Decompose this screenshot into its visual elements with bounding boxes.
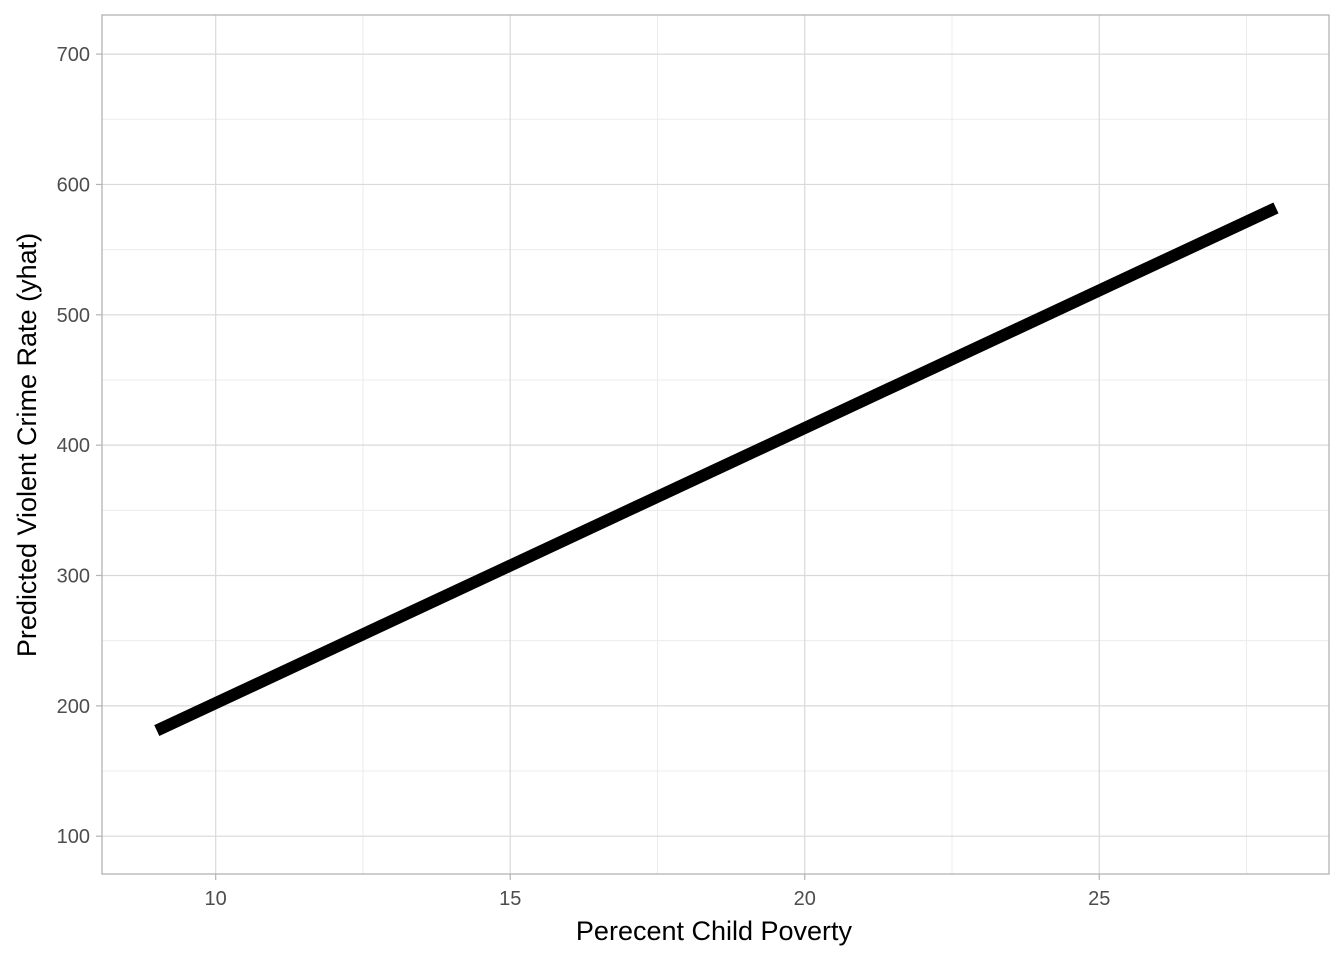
x-tick-label: 10: [205, 888, 227, 910]
x-tick-label: 20: [794, 888, 816, 910]
x-axis-tick-labels: 10 15 20 25: [205, 888, 1111, 910]
series-layer: [154, 202, 1279, 737]
y-tick-label: 700: [57, 44, 90, 66]
y-tick-label: 300: [57, 566, 90, 588]
y-axis-title: Predicted Violent Crime Rate (yhat): [12, 233, 42, 657]
major-gridlines: [102, 15, 1329, 874]
y-tick-label: 100: [57, 826, 90, 848]
minor-gridlines: [102, 15, 1329, 874]
y-tick-label: 600: [57, 174, 90, 196]
x-axis-ticks: [215, 874, 1100, 880]
panel-border: [101, 14, 1330, 875]
x-axis-title: Perecent Child Poverty: [576, 916, 853, 946]
series-line-yhat: [154, 202, 1279, 737]
y-axis-tick-labels: 100 200 300 400 500 600 700: [57, 44, 90, 848]
x-tick-label: 25: [1088, 888, 1110, 910]
y-axis-ticks: [96, 53, 102, 837]
y-tick-label: 400: [57, 435, 90, 457]
y-tick-label: 200: [57, 696, 90, 718]
x-tick-label: 15: [499, 888, 521, 910]
y-tick-label: 500: [57, 305, 90, 327]
